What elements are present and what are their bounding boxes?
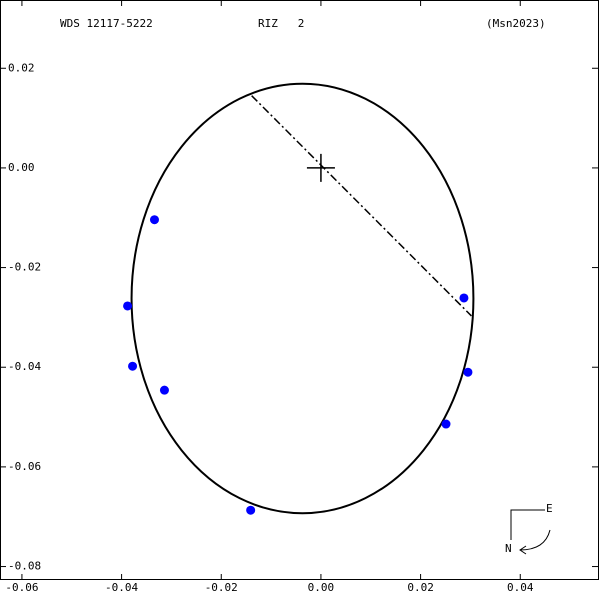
compass-axes [510, 509, 545, 540]
chart-title: WDS 12117-5222 [60, 17, 153, 30]
compass-north: N [505, 542, 512, 555]
y-tick-label: 0.00 [8, 161, 35, 174]
observation [159, 385, 169, 395]
x-tick-label: 0.00 [308, 581, 335, 594]
compass-east: E [546, 502, 553, 515]
y-tick-label: 0.02 [8, 61, 35, 74]
observation [441, 419, 451, 429]
x-tick-label: -0.06 [5, 581, 38, 594]
observation [463, 367, 473, 377]
x-tick-label: -0.04 [105, 581, 138, 594]
chart-subtitle: RIZ 2 [258, 17, 304, 30]
compass-arrow [519, 529, 551, 555]
observation [149, 215, 159, 225]
reference: (Msn2023) [486, 17, 546, 30]
y-tick-label: -0.06 [8, 460, 41, 473]
observation [459, 293, 469, 303]
y-tick-label: -0.08 [8, 560, 41, 573]
x-tick-label: -0.02 [205, 581, 238, 594]
x-tick-label: 0.02 [407, 581, 434, 594]
y-tick-label: -0.04 [8, 360, 41, 373]
orbit [130, 82, 475, 515]
observation [246, 505, 256, 515]
frame [0, 0, 599, 580]
x-tick-label: 0.04 [507, 581, 534, 594]
primary-star [306, 153, 335, 182]
observation [123, 301, 133, 311]
compass [510, 509, 551, 555]
line-of-nodes [251, 95, 472, 317]
y-tick-label: -0.02 [8, 261, 41, 274]
observation [128, 361, 138, 371]
